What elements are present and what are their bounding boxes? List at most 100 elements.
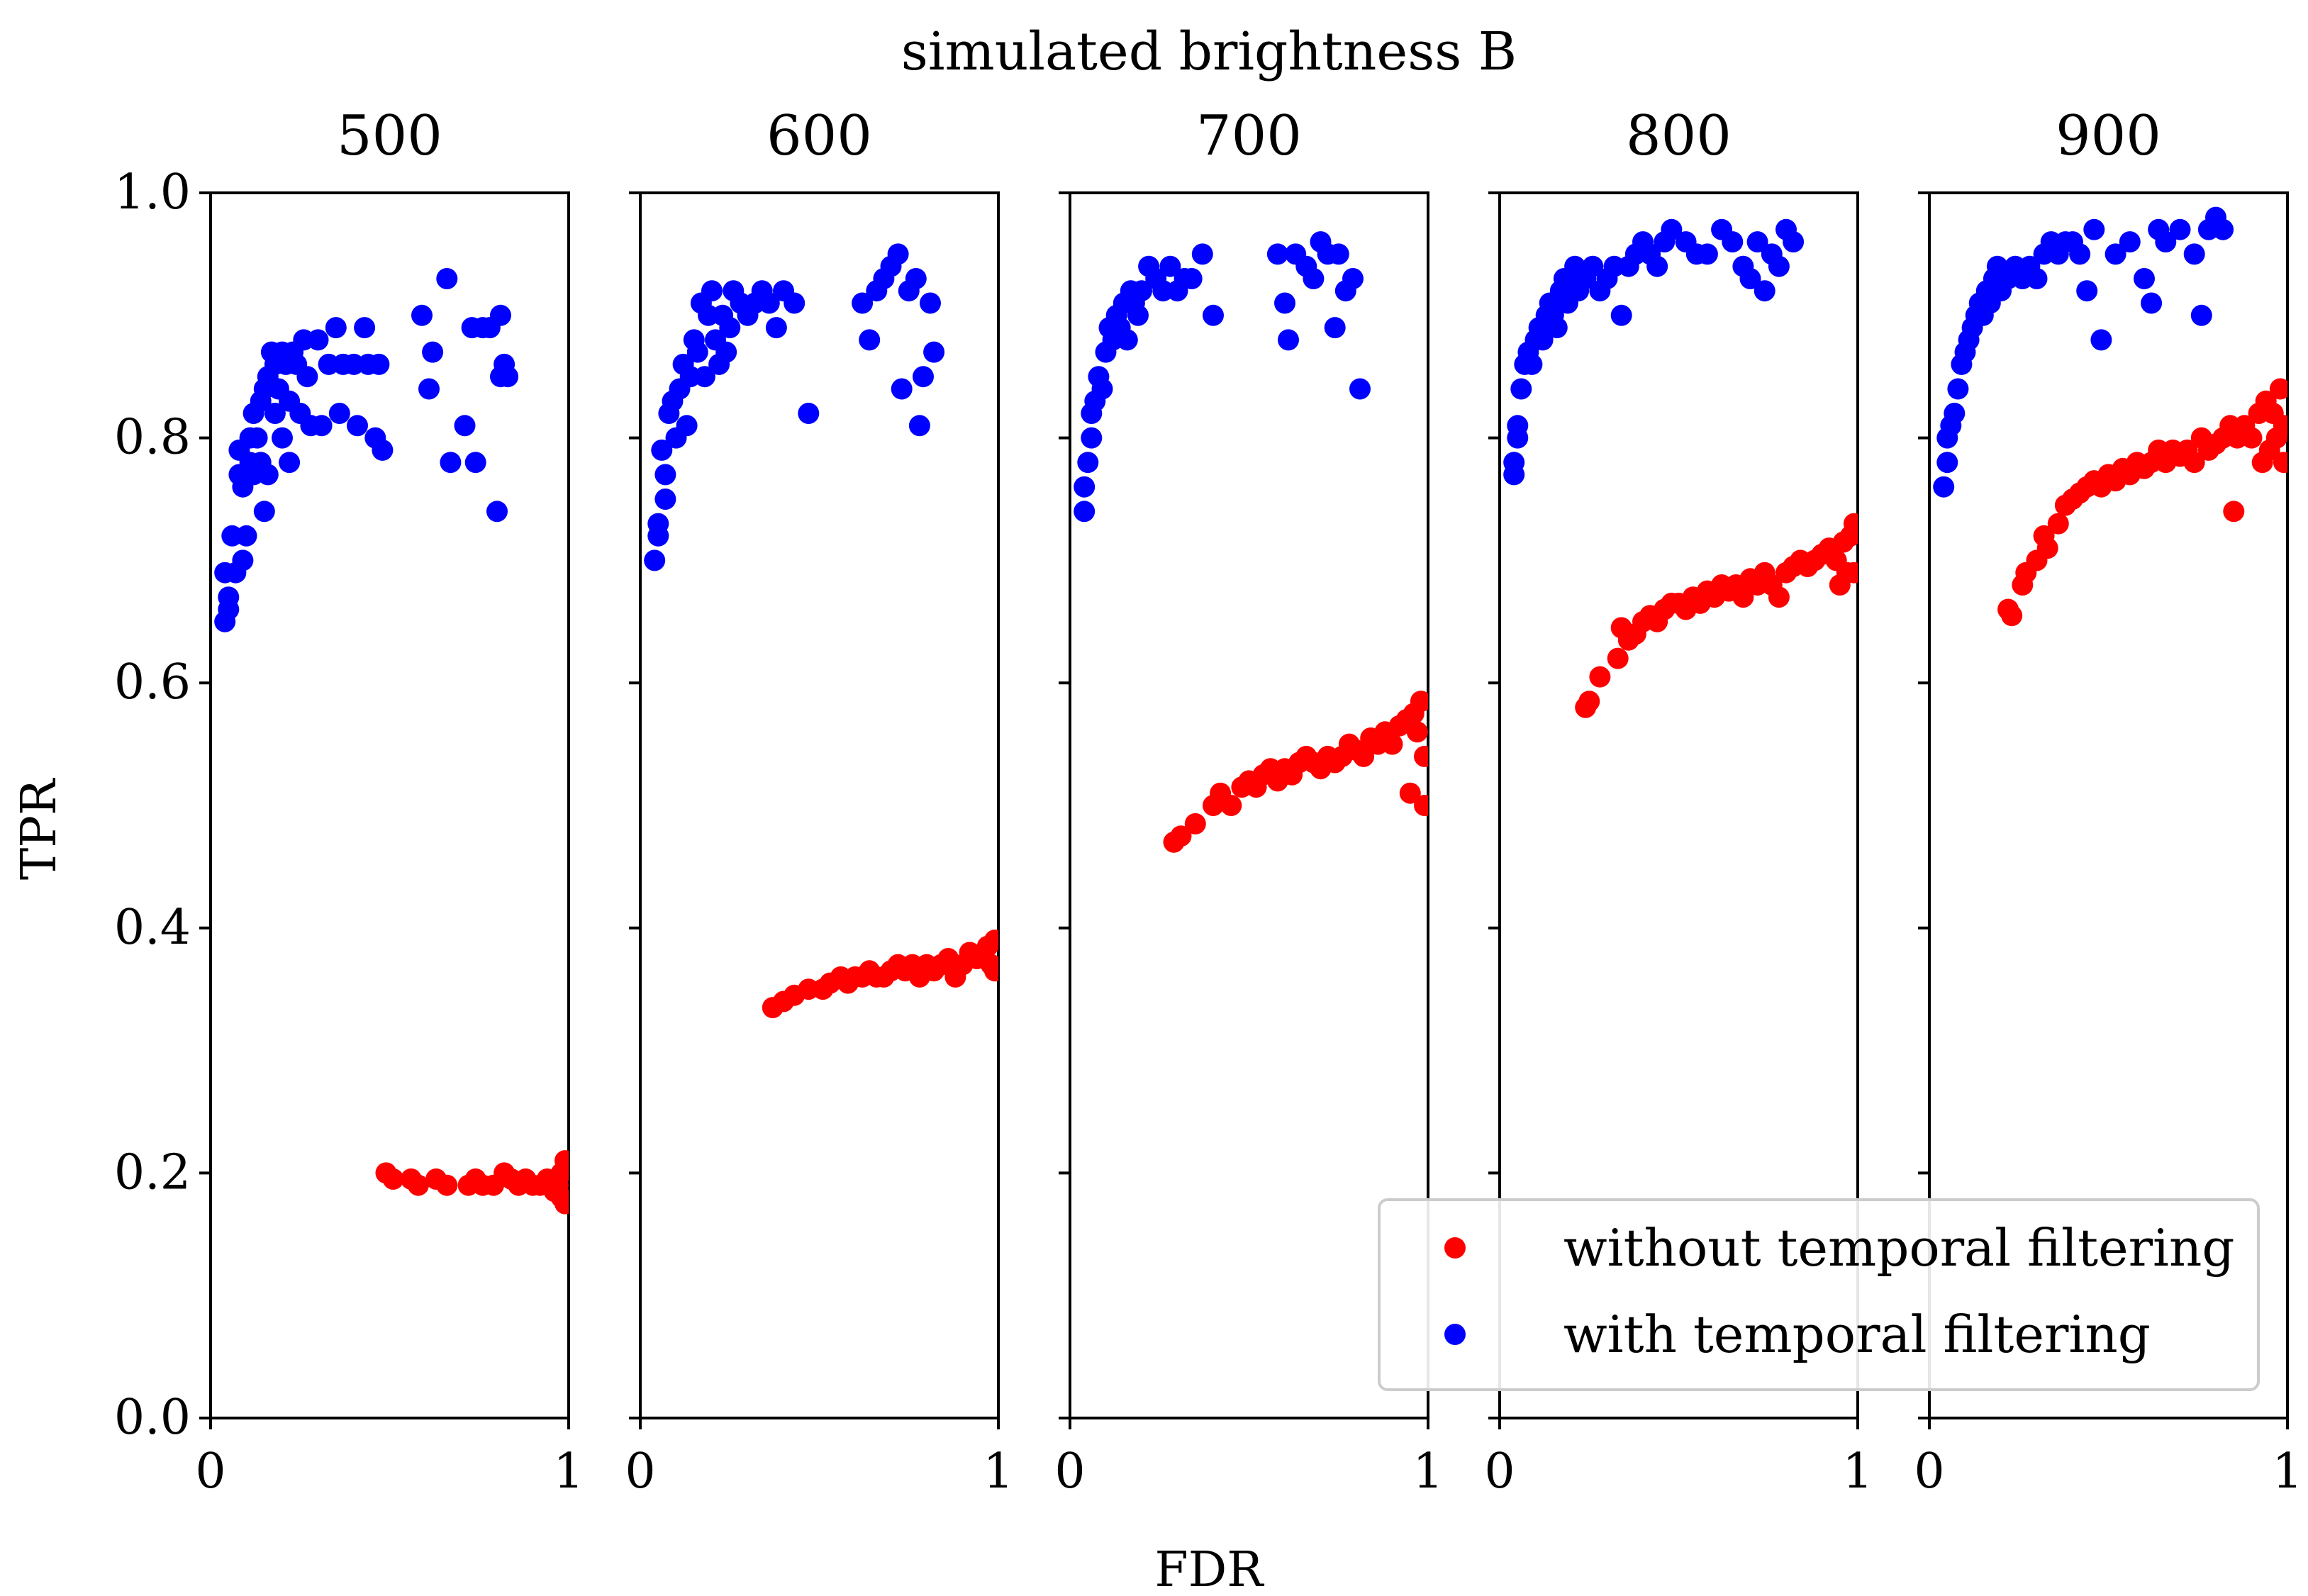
point-with-filtering — [798, 403, 820, 424]
point-with-filtering — [1546, 317, 1568, 339]
point-with-filtering — [422, 341, 444, 363]
point-with-filtering — [1278, 329, 1299, 351]
point-with-filtering — [296, 366, 318, 388]
point-without-filtering — [1410, 691, 1428, 713]
point-with-filtering — [1091, 378, 1113, 400]
point-without-filtering — [1399, 782, 1421, 804]
point-with-filtering — [1739, 268, 1761, 289]
point-with-filtering — [1191, 243, 1213, 265]
point-without-filtering — [550, 1162, 569, 1184]
point-without-filtering — [407, 1174, 429, 1196]
point-without-filtering — [984, 930, 998, 952]
panel-points — [214, 268, 569, 1215]
point-with-filtering — [1266, 243, 1288, 265]
point-without-filtering — [2241, 427, 2263, 449]
point-with-filtering — [2169, 218, 2191, 240]
point-with-filtering — [1532, 329, 1554, 351]
point-with-filtering — [1159, 255, 1181, 277]
point-without-filtering — [984, 960, 998, 982]
point-with-filtering — [1324, 317, 1346, 339]
point-with-filtering — [784, 292, 805, 314]
point-with-filtering — [1947, 378, 1969, 400]
point-with-filtering — [1116, 329, 1138, 351]
point-with-filtering — [1582, 255, 1604, 277]
legend-marker-with — [1444, 1324, 1466, 1345]
y-tick-label: 0.2 — [114, 1144, 191, 1200]
point-with-filtering — [2026, 268, 2048, 289]
point-without-filtering — [1353, 745, 1375, 767]
y-tick-label: 0.8 — [114, 410, 191, 466]
point-with-filtering — [1077, 452, 1099, 474]
panel-title: 800 — [1626, 104, 1732, 168]
point-with-filtering — [1342, 268, 1364, 289]
point-without-filtering — [1732, 586, 1754, 608]
point-with-filtering — [2104, 243, 2126, 265]
point-with-filtering — [1521, 353, 1543, 375]
point-with-filtering — [257, 464, 279, 486]
point-without-filtering — [2183, 452, 2205, 474]
point-with-filtering — [1661, 218, 1683, 240]
point-with-filtering — [719, 317, 741, 339]
point-with-filtering — [913, 366, 934, 388]
point-with-filtering — [686, 341, 708, 363]
point-with-filtering — [279, 452, 301, 474]
x-tick-label: 0 — [625, 1444, 655, 1500]
panel-frame — [1498, 191, 1859, 1419]
point-with-filtering — [2076, 280, 2098, 302]
point-with-filtering — [311, 415, 333, 437]
y-axis-label: TPR — [11, 778, 67, 880]
point-without-filtering — [2273, 452, 2287, 474]
y-tick-label: 0.6 — [114, 654, 191, 710]
point-with-filtering — [1074, 476, 1096, 498]
point-with-filtering — [411, 304, 433, 326]
point-with-filtering — [440, 452, 462, 474]
point-with-filtering — [454, 415, 476, 437]
point-without-filtering — [1170, 825, 1192, 847]
point-without-filtering — [1414, 745, 1428, 767]
point-with-filtering — [905, 268, 927, 289]
point-with-filtering — [765, 317, 787, 339]
point-with-filtering — [2090, 329, 2112, 351]
point-with-filtering — [2183, 243, 2205, 265]
point-without-filtering — [554, 1193, 569, 1215]
point-with-filtering — [1203, 304, 1224, 326]
point-with-filtering — [1610, 304, 1632, 326]
point-with-filtering — [654, 464, 676, 486]
legend-label-without: without temporal filtering — [1563, 1218, 2235, 1278]
x-tick-label: 1 — [983, 1444, 1013, 1500]
point-without-filtering — [2036, 537, 2058, 559]
panel-600: 600 0 1 — [625, 104, 1013, 1500]
point-without-filtering — [1843, 562, 1858, 584]
x-tick-label: 1 — [2272, 1444, 2302, 1500]
point-with-filtering — [1510, 378, 1532, 400]
point-with-filtering — [328, 403, 350, 424]
point-with-filtering — [2141, 292, 2163, 314]
point-with-filtering — [253, 501, 275, 523]
point-with-filtering — [1746, 231, 1768, 253]
point-with-filtering — [1768, 255, 1790, 277]
point-without-filtering — [1843, 513, 1858, 535]
point-with-filtering — [436, 268, 458, 289]
point-with-filtering — [1944, 403, 1966, 424]
point-without-filtering — [1768, 586, 1790, 608]
point-with-filtering — [923, 341, 945, 363]
panel-points — [644, 243, 998, 1019]
point-without-filtering — [436, 1174, 458, 1196]
point-with-filtering — [354, 317, 376, 339]
point-with-filtering — [1754, 280, 1775, 302]
point-with-filtering — [272, 427, 293, 449]
point-with-filtering — [2212, 218, 2234, 240]
point-with-filtering — [676, 415, 698, 437]
point-with-filtering — [497, 366, 519, 388]
panel-points — [1933, 206, 2287, 627]
point-without-filtering — [2273, 415, 2287, 437]
point-with-filtering — [701, 280, 723, 302]
point-with-filtering — [1274, 292, 1295, 314]
x-tick-label: 1 — [1842, 1444, 1873, 1500]
point-with-filtering — [2190, 304, 2212, 326]
point-with-filtering — [1503, 452, 1525, 474]
point-with-filtering — [693, 366, 715, 388]
x-tick-label: 0 — [1914, 1444, 1944, 1500]
y-tick-label: 0.0 — [114, 1390, 191, 1446]
